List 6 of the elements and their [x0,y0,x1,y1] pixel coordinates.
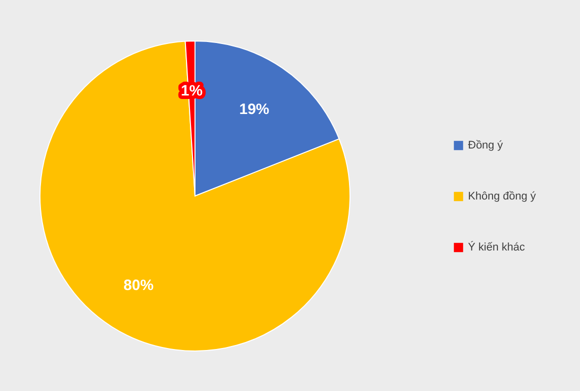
legend-label: Đồng ý [468,140,504,152]
data-label: 19% [239,100,270,118]
legend-label: Không đồng ý [468,190,536,202]
pie-slice [40,40,350,352]
legend-label: Ý kiến khác [468,240,526,254]
data-label: 80% [124,276,154,294]
